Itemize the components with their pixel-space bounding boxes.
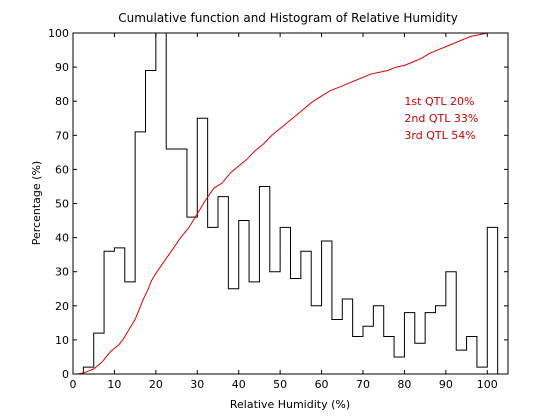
x-tick-label: 80 <box>397 378 411 391</box>
axis-ticks: 0 10 20 30 40 50 60 70 80 90 100 0 10 20 30 40 50 60 70 80 9… <box>48 27 508 391</box>
quartile-annotation: 3rd QTL 54% <box>404 129 475 142</box>
y-axis-label: Percentage (%) <box>30 161 43 245</box>
x-tick-label: 30 <box>190 378 204 391</box>
x-tick-label: 70 <box>356 378 370 391</box>
y-tick-label: 30 <box>55 266 69 279</box>
quartile-annotations: 1st QTL 20% 2nd QTL 33% 3rd QTL 54% <box>404 95 478 142</box>
x-tick-label: 50 <box>273 378 287 391</box>
histogram-series <box>73 32 499 375</box>
x-tick-label: 40 <box>232 378 246 391</box>
y-tick-label: 100 <box>48 27 69 40</box>
x-tick-label: 10 <box>107 378 121 391</box>
y-tick-label: 80 <box>55 95 69 108</box>
y-tick-label: 60 <box>55 163 69 176</box>
quartile-annotation: 2nd QTL 33% <box>404 112 478 125</box>
x-tick-label: 100 <box>477 378 498 391</box>
y-tick-label: 10 <box>55 334 69 347</box>
y-tick-label: 40 <box>55 232 69 245</box>
x-tick-label: 20 <box>149 378 163 391</box>
y-tick-label: 20 <box>55 300 69 313</box>
y-tick-label: 50 <box>55 198 69 211</box>
y-tick-label: 0 <box>62 368 69 381</box>
x-tick-label: 60 <box>315 378 329 391</box>
cumulative-series <box>73 32 496 375</box>
y-tick-label: 70 <box>55 129 69 142</box>
x-tick-label: 0 <box>70 378 77 391</box>
y-tick-label: 90 <box>55 61 69 74</box>
x-tick-label: 90 <box>439 378 453 391</box>
plot-area <box>73 32 499 375</box>
chart-title: Cumulative function and Histogram of Rel… <box>118 11 458 25</box>
x-axis-label: Relative Humidity (%) <box>230 398 350 411</box>
quartile-annotation: 1st QTL 20% <box>404 95 474 108</box>
